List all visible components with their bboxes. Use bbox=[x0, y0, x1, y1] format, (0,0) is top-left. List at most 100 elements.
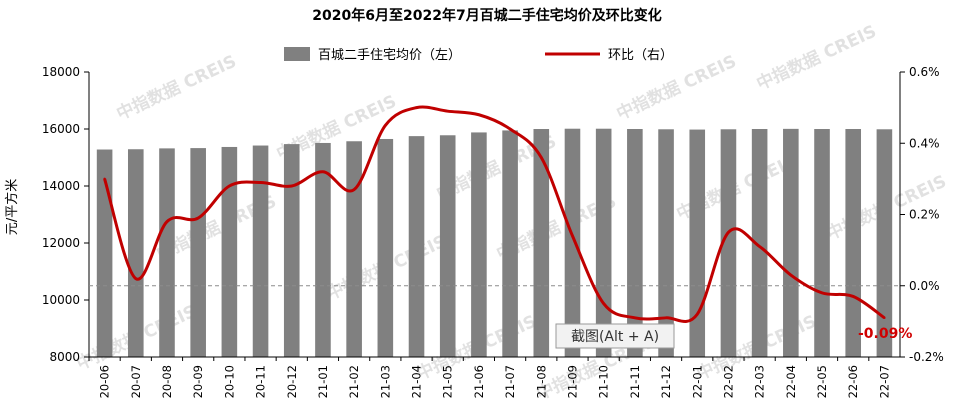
x-tick-label: 22-05 bbox=[815, 365, 829, 398]
bar-21-06 bbox=[471, 132, 487, 357]
x-tick-label: 22-03 bbox=[753, 365, 767, 398]
bar-22-01 bbox=[689, 129, 706, 357]
legend: 百城二手住宅均价（左） 环比（右） bbox=[284, 47, 673, 63]
bar-21-07 bbox=[502, 130, 518, 357]
mom-point-21-08 bbox=[540, 156, 543, 159]
bar-20-09 bbox=[190, 148, 206, 357]
axes: 8000 10000 12000 14000 16000 18000 -0.2% 0.0% 0.… bbox=[42, 65, 944, 398]
mom-line bbox=[103, 105, 886, 323]
right-tick-label: 0.0% bbox=[909, 279, 940, 293]
bar-20-07 bbox=[127, 149, 144, 357]
bar-20-06 bbox=[96, 149, 113, 357]
bar-22-03 bbox=[751, 129, 768, 357]
x-tick-label: 21-06 bbox=[472, 365, 486, 398]
x-tick-label: 22-07 bbox=[877, 365, 891, 398]
bar-22-02 bbox=[720, 129, 737, 357]
legend-line-label: 环比（右） bbox=[608, 48, 673, 63]
bar-21-09 bbox=[564, 128, 581, 357]
mom-point-21-03 bbox=[384, 124, 387, 127]
bar-22-05 bbox=[814, 129, 830, 357]
watermark: 中指数据 CREIS bbox=[753, 21, 879, 95]
bar-22-06 bbox=[845, 129, 862, 357]
x-tick-label: 20-12 bbox=[285, 365, 299, 398]
mom-point-21-01 bbox=[321, 170, 325, 173]
x-tick-label: 22-02 bbox=[721, 365, 735, 398]
mom-point-20-12 bbox=[290, 184, 293, 188]
mom-point-21-02 bbox=[352, 188, 356, 191]
bar-21-04 bbox=[408, 136, 425, 357]
bar-21-03 bbox=[377, 138, 394, 357]
y-axis-label: 元/平方米 bbox=[4, 179, 20, 235]
x-tick-label: 21-02 bbox=[347, 365, 361, 398]
chart-title: 2020年6月至2022年7月百城二手住宅均价及环比变化 bbox=[312, 7, 661, 24]
left-tick-label: 8000 bbox=[49, 350, 80, 364]
mom-point-20-09 bbox=[196, 216, 200, 220]
mom-point-21-04 bbox=[415, 106, 418, 109]
x-tick-label: 22-01 bbox=[690, 365, 704, 398]
mom-point-22-06 bbox=[852, 295, 855, 298]
bar-21-01 bbox=[315, 142, 331, 357]
bar-21-11 bbox=[627, 129, 643, 357]
legend-bar-swatch bbox=[284, 47, 310, 61]
left-tick-label: 14000 bbox=[42, 179, 80, 193]
left-tick-label: 10000 bbox=[42, 293, 80, 307]
x-tick-label: 21-04 bbox=[410, 365, 424, 398]
bar-21-05 bbox=[439, 135, 456, 357]
mom-point-20-10 bbox=[228, 184, 231, 188]
bar-21-02 bbox=[346, 141, 362, 357]
bar-20-11 bbox=[252, 145, 269, 357]
mom-point-22-01 bbox=[696, 313, 699, 316]
mom-point-21-12 bbox=[664, 316, 668, 320]
x-tick-label: 22-04 bbox=[784, 365, 798, 398]
mom-point-21-09 bbox=[571, 234, 574, 238]
mom-point-20-11 bbox=[259, 181, 262, 184]
x-tick-label: 20-11 bbox=[254, 365, 268, 398]
bar-series bbox=[96, 128, 893, 357]
mom-point-22-03 bbox=[758, 245, 761, 248]
x-tick-label: 21-05 bbox=[441, 365, 455, 398]
bar-21-08 bbox=[533, 129, 550, 357]
mom-point-21-06 bbox=[477, 113, 481, 116]
bar-21-12 bbox=[658, 129, 674, 357]
bar-22-04 bbox=[783, 128, 799, 357]
left-tick-label: 12000 bbox=[42, 236, 80, 250]
bar-20-12 bbox=[283, 144, 300, 357]
x-tick-label: 21-09 bbox=[565, 365, 579, 398]
mom-point-20-06 bbox=[103, 177, 106, 181]
right-tick-label: -0.2% bbox=[909, 350, 944, 364]
mom-point-21-05 bbox=[446, 109, 449, 113]
tooltip-text: 截图(Alt + A) bbox=[571, 329, 659, 345]
x-tick-label: 22-06 bbox=[846, 365, 860, 398]
line-series bbox=[103, 105, 886, 323]
mom-point-21-07 bbox=[508, 127, 512, 131]
mom-point-21-10 bbox=[602, 302, 605, 305]
bar-20-08 bbox=[159, 148, 175, 357]
x-tick-label: 20-10 bbox=[222, 365, 236, 398]
bar-22-07 bbox=[876, 129, 893, 357]
mom-point-22-07 bbox=[883, 316, 886, 320]
mom-point-21-11 bbox=[633, 316, 637, 320]
x-tick-label: 20-07 bbox=[129, 365, 143, 398]
x-tick-label: 21-01 bbox=[316, 365, 330, 398]
bar-20-10 bbox=[221, 146, 238, 357]
data-labels: -0.09% bbox=[858, 326, 912, 342]
watermark: 中指数据 CREIS bbox=[113, 51, 239, 125]
mom-point-20-08 bbox=[165, 220, 169, 223]
last-value-label: -0.09% bbox=[858, 326, 912, 342]
x-tick-label: 21-12 bbox=[659, 365, 673, 398]
x-tick-label: 21-08 bbox=[534, 365, 548, 398]
x-tick-label: 21-03 bbox=[378, 365, 392, 398]
tooltip-box bbox=[555, 323, 675, 349]
mom-point-20-07 bbox=[134, 277, 137, 280]
right-tick-label: 0.6% bbox=[909, 65, 940, 79]
legend-bar-label: 百城二手住宅均价（左） bbox=[318, 48, 461, 63]
x-tick-label: 21-07 bbox=[503, 365, 517, 398]
right-tick-label: 0.4% bbox=[909, 136, 940, 150]
mom-point-22-02 bbox=[727, 231, 730, 234]
x-tick-label: 21-11 bbox=[628, 365, 642, 398]
mom-point-22-05 bbox=[820, 291, 824, 295]
left-tick-label: 16000 bbox=[42, 122, 80, 136]
right-tick-label: 0.2% bbox=[909, 208, 940, 222]
